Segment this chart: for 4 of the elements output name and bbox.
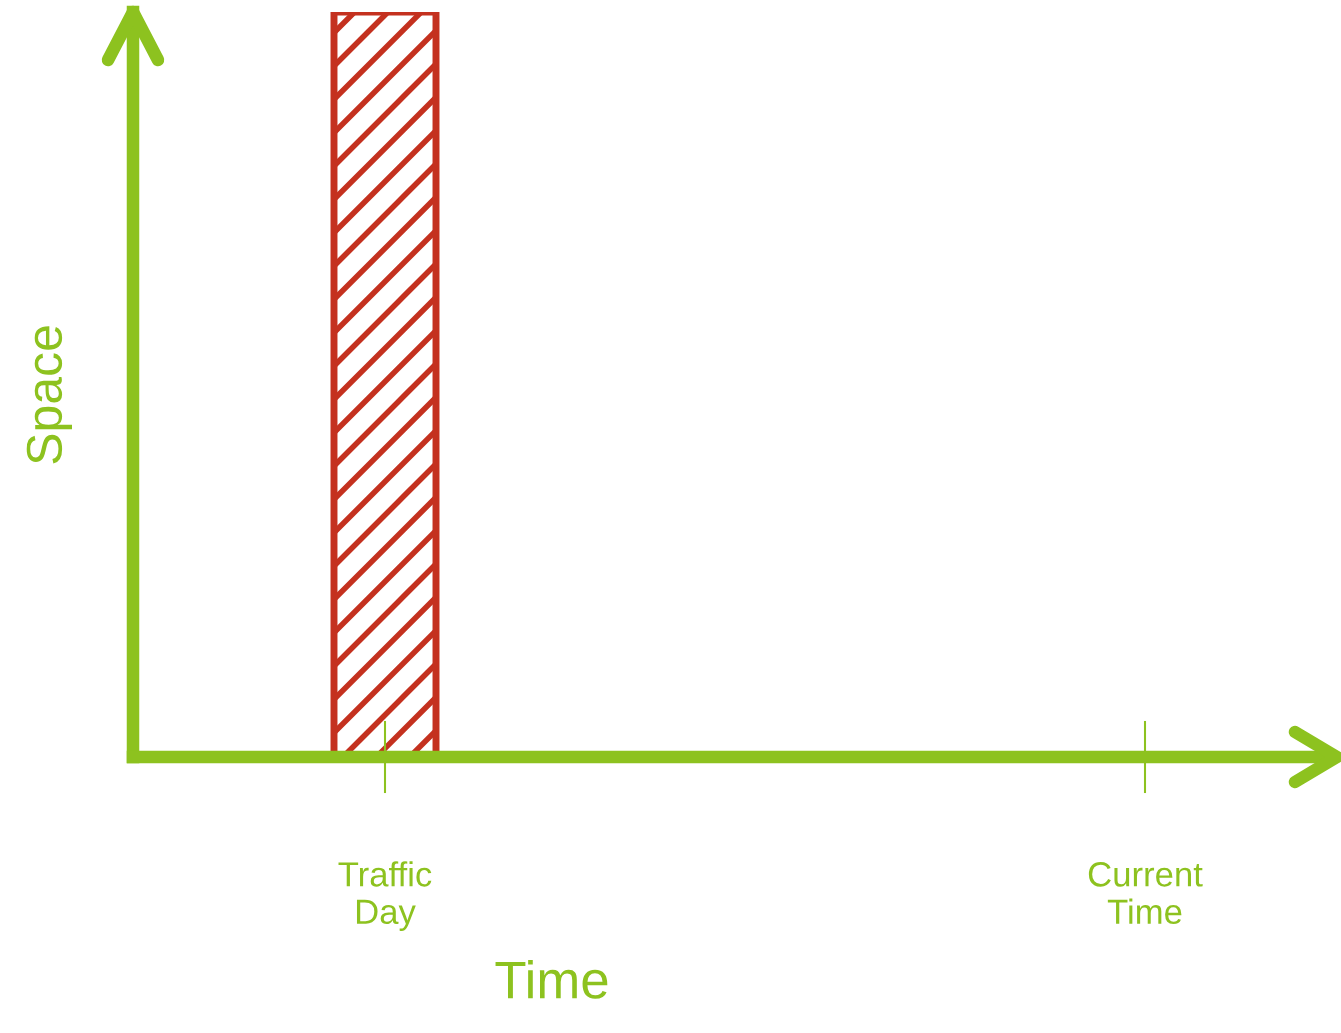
x-tick-label: Traffic Day	[338, 861, 432, 931]
y-axis-title: Space	[26, 326, 72, 464]
x-tick-label: Current Time	[1088, 862, 1203, 925]
x-axis-title: Time	[495, 960, 608, 999]
